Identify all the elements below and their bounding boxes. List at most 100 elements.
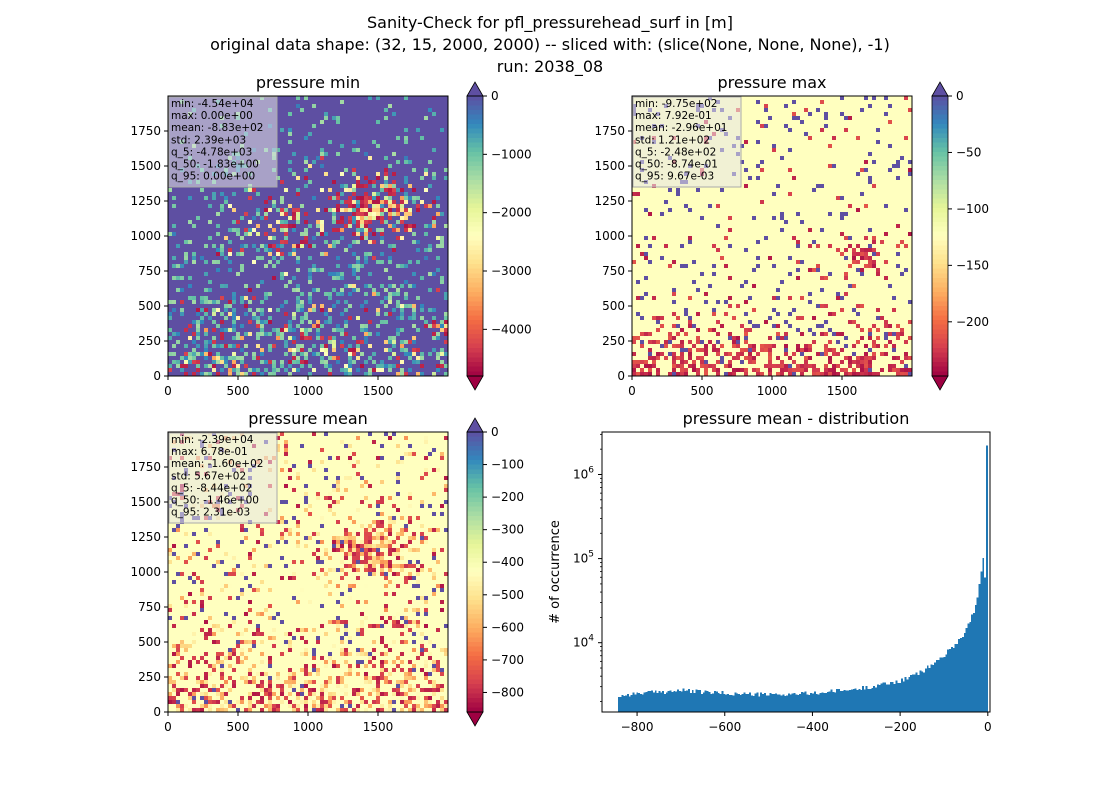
heatmap-cell bbox=[428, 124, 432, 128]
heatmap-cell bbox=[324, 148, 328, 152]
heatmap-cell bbox=[412, 304, 416, 308]
heatmap-cell bbox=[212, 228, 216, 232]
heatmap-cell bbox=[376, 104, 380, 108]
heatmap-cell bbox=[432, 352, 436, 356]
heatmap-cell bbox=[284, 192, 288, 196]
heatmap-cell bbox=[184, 224, 188, 228]
heatmap-cell bbox=[312, 256, 316, 260]
heatmap-cell bbox=[432, 200, 436, 204]
heatmap-cell bbox=[240, 204, 244, 208]
heatmap-cell bbox=[360, 152, 364, 156]
heatmap-cell bbox=[344, 368, 348, 372]
heatmap-cell bbox=[252, 208, 256, 212]
heatmap-cell bbox=[420, 216, 424, 220]
heatmap-cell bbox=[360, 112, 364, 116]
heatmap-cell bbox=[356, 180, 360, 184]
heatmap-cell bbox=[428, 292, 432, 296]
colorbar-segment bbox=[467, 367, 483, 372]
heatmap-cell bbox=[440, 356, 444, 360]
heatmap-cell bbox=[168, 276, 172, 280]
heatmap-cell bbox=[436, 344, 440, 348]
heatmap-cell bbox=[192, 196, 196, 200]
heatmap-cell bbox=[436, 232, 440, 236]
heatmap-cell bbox=[436, 256, 440, 260]
heatmap-cell bbox=[256, 332, 260, 336]
heatmap-cell bbox=[436, 164, 440, 168]
heatmap-cell bbox=[300, 268, 304, 272]
heatmap-cell bbox=[372, 296, 376, 300]
heatmap-cell bbox=[324, 184, 328, 188]
heatmap-cell bbox=[308, 368, 312, 372]
heatmap-cell bbox=[324, 216, 328, 220]
heatmap-cell bbox=[348, 96, 352, 100]
heatmap-cell bbox=[192, 348, 196, 352]
heatmap-cell bbox=[312, 364, 316, 368]
heatmap-cell bbox=[308, 348, 312, 352]
heatmap-cell bbox=[308, 156, 312, 160]
heatmap-cell bbox=[316, 140, 320, 144]
heatmap-cell bbox=[408, 248, 412, 252]
colorbar-segment bbox=[467, 157, 483, 162]
heatmap-cell bbox=[368, 324, 372, 328]
heatmap-cell bbox=[432, 232, 436, 236]
heatmap-cell bbox=[404, 144, 408, 148]
heatmap-cell bbox=[372, 328, 376, 332]
heatmap-cell bbox=[308, 108, 312, 112]
heatmap-cell bbox=[384, 112, 388, 116]
heatmap-cell bbox=[324, 360, 328, 364]
heatmap-cell bbox=[276, 196, 280, 200]
heatmap-cell bbox=[412, 112, 416, 116]
heatmap-cell bbox=[256, 320, 260, 324]
heatmap-cell bbox=[196, 220, 200, 224]
heatmap-cell bbox=[412, 224, 416, 228]
heatmap-cell bbox=[348, 176, 352, 180]
heatmap-cell bbox=[428, 228, 432, 232]
heatmap-cell bbox=[360, 204, 364, 208]
heatmap-cell bbox=[392, 300, 396, 304]
heatmap-cell bbox=[372, 184, 376, 188]
heatmap-cell bbox=[372, 336, 376, 340]
heatmap-cell bbox=[252, 240, 256, 244]
heatmap-cell bbox=[348, 288, 352, 292]
heatmap-cell bbox=[324, 312, 328, 316]
heatmap-cell bbox=[300, 160, 304, 164]
heatmap-cell bbox=[344, 340, 348, 344]
heatmap-cell bbox=[424, 132, 428, 136]
heatmap-cell bbox=[372, 120, 376, 124]
heatmap-cell bbox=[404, 160, 408, 164]
heatmap-cell bbox=[312, 156, 316, 160]
heatmap-cell bbox=[288, 344, 292, 348]
heatmap-cell bbox=[356, 360, 360, 364]
heatmap-cell bbox=[252, 200, 256, 204]
heatmap-cell bbox=[404, 196, 408, 200]
heatmap-cell bbox=[272, 280, 276, 284]
heatmap-cell bbox=[300, 108, 304, 112]
heatmap-cell bbox=[392, 236, 396, 240]
heatmap-cell bbox=[168, 348, 172, 352]
heatmap-cell bbox=[316, 348, 320, 352]
heatmap-cell bbox=[344, 200, 348, 204]
heatmap-cell bbox=[324, 160, 328, 164]
heatmap-cell bbox=[428, 196, 432, 200]
heatmap-cell bbox=[328, 348, 332, 352]
heatmap-cell bbox=[328, 100, 332, 104]
heatmap-cell bbox=[396, 176, 400, 180]
heatmap-cell bbox=[296, 344, 300, 348]
heatmap-cell bbox=[420, 316, 424, 320]
heatmap-cell bbox=[236, 220, 240, 224]
heatmap-cell bbox=[344, 280, 348, 284]
heatmap-cell bbox=[320, 128, 324, 132]
heatmap-cell bbox=[328, 260, 332, 264]
heatmap-cell bbox=[340, 224, 344, 228]
heatmap-cell bbox=[344, 356, 348, 360]
heatmap-cell bbox=[212, 364, 216, 368]
heatmap-cell bbox=[276, 232, 280, 236]
heatmap-cell bbox=[184, 256, 188, 260]
heatmap-cell bbox=[368, 368, 372, 372]
heatmap-cell bbox=[340, 124, 344, 128]
heatmap-cell bbox=[284, 132, 288, 136]
heatmap-cell bbox=[168, 272, 172, 276]
heatmap-cell bbox=[288, 292, 292, 296]
heatmap-cell bbox=[376, 288, 380, 292]
heatmap-cell bbox=[360, 188, 364, 192]
